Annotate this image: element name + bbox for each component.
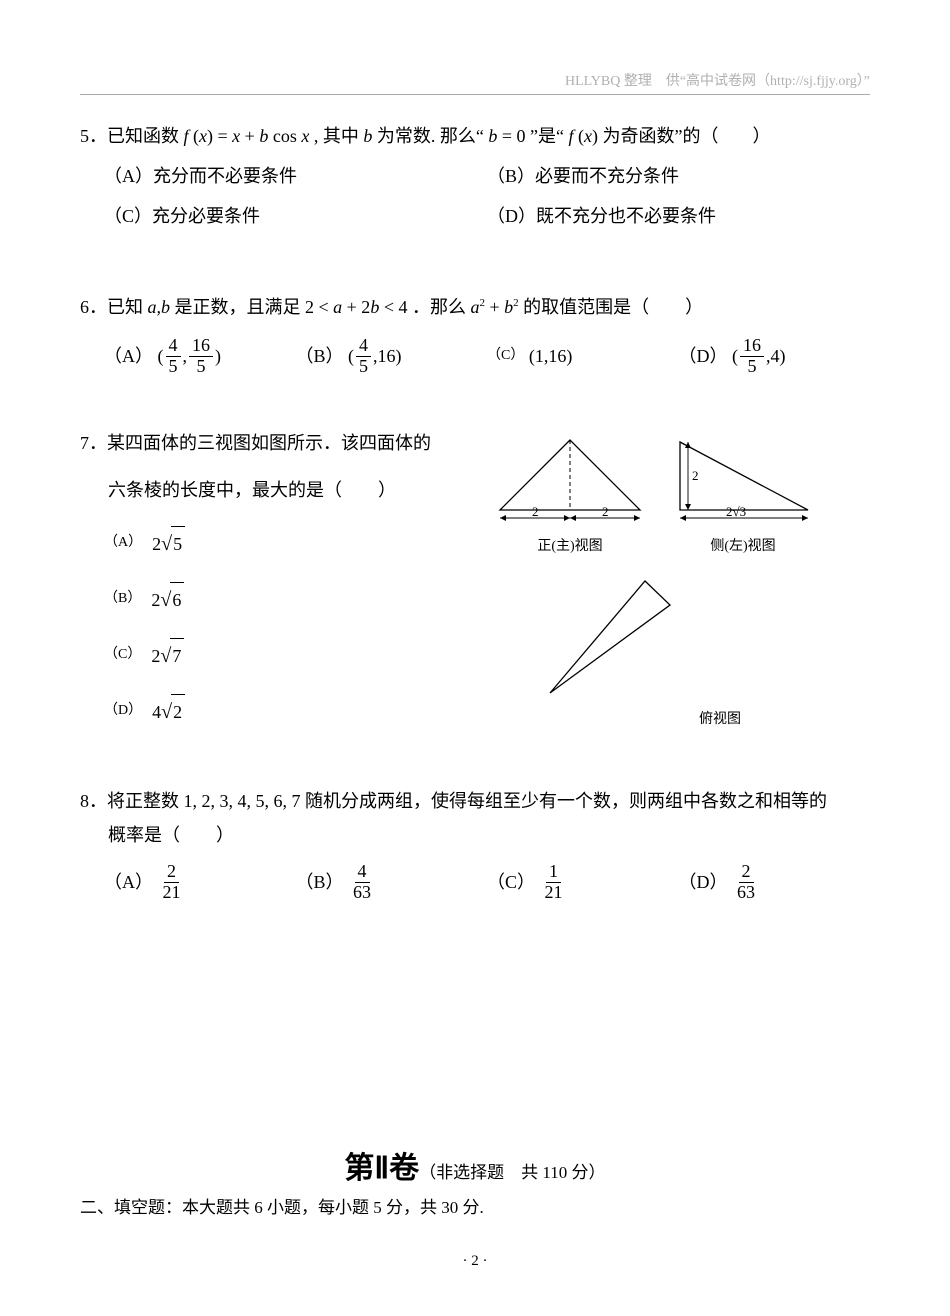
q5-option-c: （C）充分必要条件	[104, 199, 487, 233]
q6-option-d: （D） ( 165, 4)	[679, 336, 871, 377]
question-8: 8．将正整数 1, 2, 3, 4, 5, 6, 7 随机分成两组，使得每组至少…	[80, 784, 870, 903]
question-5: 5．已知函数 f (x) = x + b cos x , 其中 b 为常数. 那…	[80, 119, 870, 240]
dim-2-left: 2	[532, 504, 539, 519]
q7-text: 7．某四面体的三视图如图所示．该四面体的 六条棱的长度中，最大的是（ ） （A）…	[80, 426, 460, 733]
q7-figure: 2 2 正(主)视图 2 2√3	[460, 426, 870, 733]
header-text: HLLYBQ 整理 供“高中试卷网（http://sj.fjjy.org）”	[565, 74, 870, 89]
dim-2-right: 2	[602, 504, 609, 519]
dim-height: 2	[692, 468, 699, 483]
side-view-label: 侧(左)视图	[668, 534, 818, 561]
q7-option-c: （C）2√7	[80, 637, 460, 675]
q5-options: （A）充分而不必要条件 （B）必要而不充分条件 （C）充分必要条件 （D）既不充…	[80, 159, 870, 239]
q6-number: 6．	[80, 297, 107, 317]
q5-option-b: （B）必要而不充分条件	[487, 159, 870, 193]
q8-stem: 8．将正整数 1, 2, 3, 4, 5, 6, 7 随机分成两组，使得每组至少…	[80, 784, 870, 818]
q6-options: （A） ( 45, 165) （B） ( 45, 16) （C） (1, 16)…	[80, 336, 870, 377]
q7-number: 7．	[80, 433, 107, 453]
page-header: HLLYBQ 整理 供“高中试卷网（http://sj.fjjy.org）”	[80, 70, 870, 95]
section-2-title: 第Ⅱ卷（非选择题 共 110 分）	[80, 1143, 870, 1187]
question-7: 7．某四面体的三视图如图所示．该四面体的 六条棱的长度中，最大的是（ ） （A）…	[80, 426, 870, 733]
side-view: 2 2√3 侧(左)视图	[668, 430, 818, 561]
q5-number: 5．	[80, 126, 107, 146]
front-view-label: 正(主)视图	[490, 534, 650, 561]
q7-option-b: （B）2√6	[80, 581, 460, 619]
q6-option-c: （C） (1, 16)	[487, 339, 679, 373]
q6-stem: 6．已知 a,b 是正数，且满足 2 < a + 2b < 4 ．那么 a2 +…	[80, 290, 870, 324]
front-view: 2 2 正(主)视图	[490, 430, 650, 561]
q8-option-d: （D） 263	[679, 862, 871, 903]
q8-options: （A） 221 （B） 463 （C） 121 （D） 263	[80, 862, 870, 903]
q5-option-a: （A）充分而不必要条件	[104, 159, 487, 193]
question-6: 6．已知 a,b 是正数，且满足 2 < a + 2b < 4 ．那么 a2 +…	[80, 290, 870, 377]
section-big: 第Ⅱ卷	[344, 1152, 419, 1185]
q8-option-b: （B） 463	[296, 862, 488, 903]
q8-option-a: （A） 221	[104, 862, 296, 903]
q5-option-d: （D）既不充分也不必要条件	[487, 199, 870, 233]
q6-option-b: （B） ( 45, 16)	[296, 336, 488, 377]
q6-option-a: （A） ( 45, 165)	[104, 336, 296, 377]
q7-option-d: （D）4√2	[80, 693, 460, 731]
q8-number: 8．	[80, 791, 107, 811]
dim-side: 2√3	[726, 504, 746, 519]
section-subtitle: 二、填空题：本大题共 6 小题，每小题 5 分，共 30 分.	[80, 1193, 870, 1218]
q7-option-a: （A）2√5	[80, 525, 460, 563]
top-view-label: 俯视图	[570, 707, 870, 734]
q8-option-c: （C） 121	[487, 862, 679, 903]
page-number: · 2 ·	[0, 1253, 950, 1270]
top-view: 俯视图	[530, 573, 870, 734]
section-small: （非选择题 共 110 分）	[419, 1163, 605, 1182]
q5-stem: 5．已知函数 f (x) = x + b cos x , 其中 b 为常数. 那…	[80, 119, 870, 153]
